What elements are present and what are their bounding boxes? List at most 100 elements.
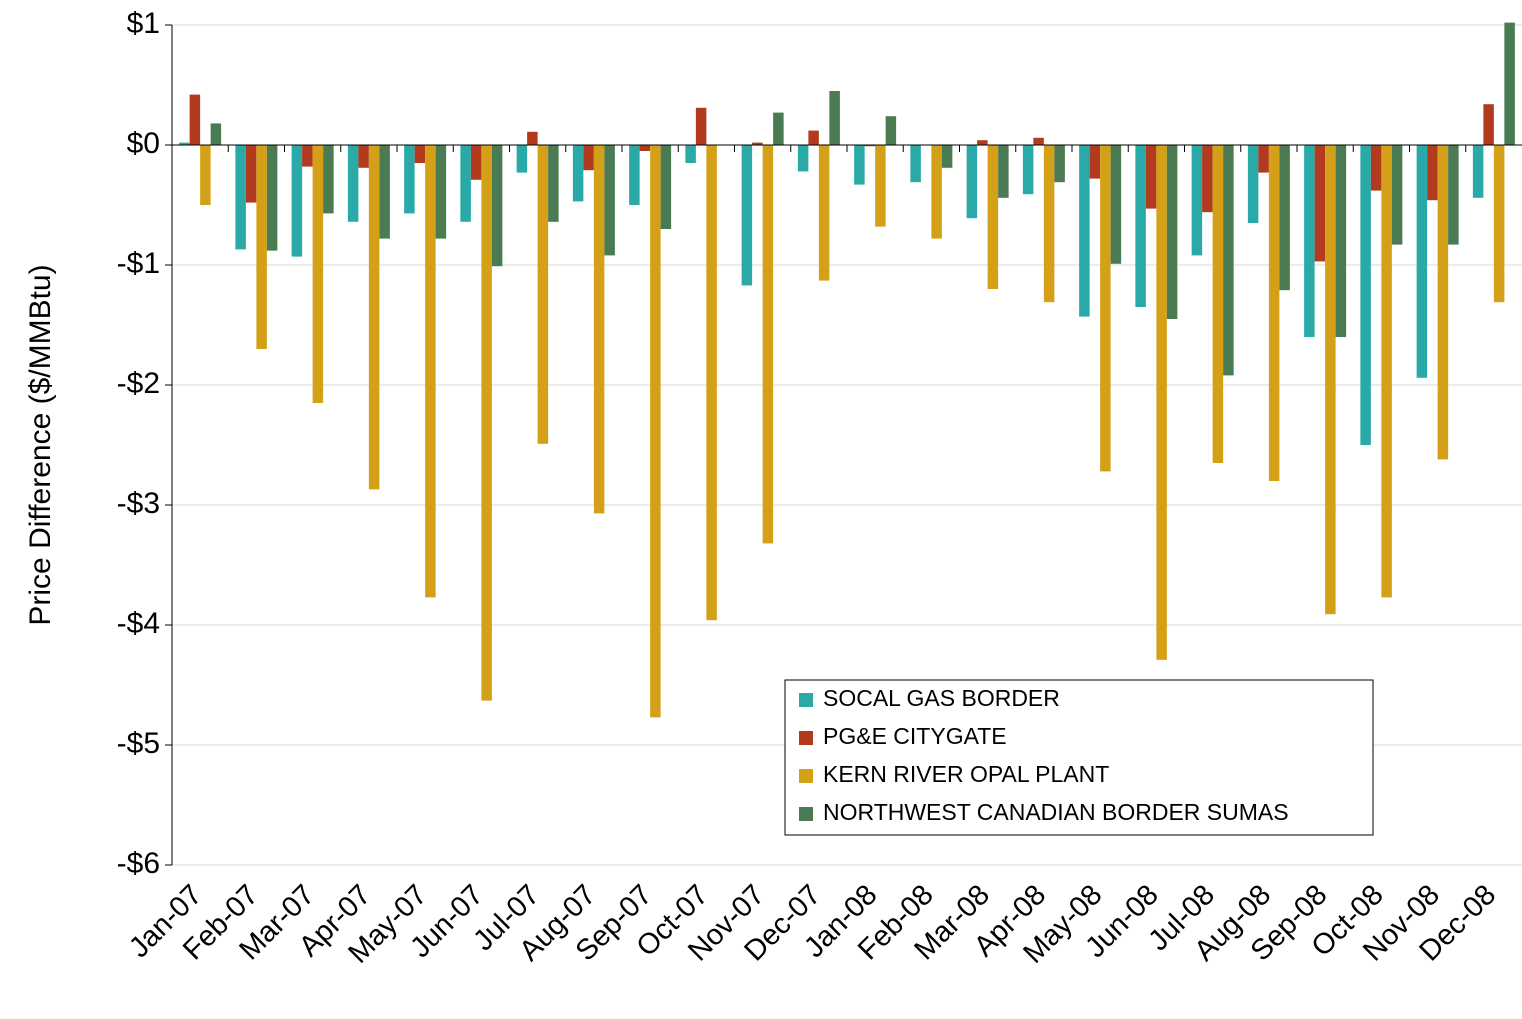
legend-label: NORTHWEST CANADIAN BORDER SUMAS bbox=[823, 799, 1289, 825]
legend-label: SOCAL GAS BORDER bbox=[823, 685, 1060, 711]
bar bbox=[379, 145, 390, 239]
legend-swatch bbox=[799, 769, 813, 783]
bar bbox=[414, 145, 426, 163]
y-tick-label: -$5 bbox=[117, 727, 160, 760]
bar bbox=[1416, 145, 1428, 378]
legend-box bbox=[784, 679, 1374, 836]
bar bbox=[358, 145, 369, 168]
bar bbox=[941, 145, 953, 168]
bar bbox=[537, 145, 549, 444]
bar bbox=[854, 145, 865, 185]
bar bbox=[1391, 145, 1403, 245]
bar bbox=[1043, 145, 1055, 303]
bar bbox=[741, 145, 753, 286]
bar bbox=[200, 145, 211, 205]
y-tick-label: -$3 bbox=[117, 487, 160, 520]
y-tick-label: $1 bbox=[127, 7, 160, 40]
bar bbox=[1437, 145, 1449, 460]
bar bbox=[491, 145, 503, 267]
bar bbox=[1191, 145, 1203, 256]
bar bbox=[266, 145, 278, 251]
bar bbox=[797, 145, 809, 172]
y-tick-label: -$4 bbox=[117, 607, 160, 640]
bar bbox=[1304, 145, 1315, 337]
bar bbox=[1089, 145, 1101, 179]
bar bbox=[752, 142, 763, 145]
bar bbox=[179, 142, 190, 145]
y-tick-label: -$1 bbox=[117, 247, 160, 280]
bar bbox=[1448, 145, 1459, 245]
legend-label: PG&E CITYGATE bbox=[823, 723, 1007, 749]
bar bbox=[987, 145, 999, 289]
bar bbox=[481, 145, 492, 701]
bar bbox=[1381, 145, 1392, 598]
bar bbox=[1268, 145, 1280, 481]
bar bbox=[583, 145, 594, 171]
bar bbox=[1100, 145, 1111, 472]
bar bbox=[189, 94, 201, 145]
bar bbox=[1360, 145, 1371, 445]
bar bbox=[245, 145, 257, 203]
bar bbox=[1472, 145, 1484, 198]
bar bbox=[593, 145, 605, 514]
bar bbox=[773, 112, 784, 145]
bar bbox=[256, 145, 267, 349]
bar bbox=[660, 145, 672, 229]
bar bbox=[527, 131, 538, 145]
legend-swatch bbox=[799, 731, 813, 745]
bar bbox=[1212, 145, 1224, 463]
bar bbox=[706, 145, 717, 621]
bar bbox=[1370, 145, 1382, 191]
bar bbox=[1223, 145, 1234, 376]
bar bbox=[604, 145, 615, 256]
bar bbox=[1483, 104, 1494, 145]
bar bbox=[1145, 145, 1157, 209]
bar bbox=[572, 145, 584, 202]
bar bbox=[966, 145, 978, 219]
bar bbox=[210, 123, 222, 145]
y-tick-label: $0 bbox=[127, 127, 160, 160]
bar bbox=[977, 140, 988, 145]
bar bbox=[1033, 137, 1044, 145]
bar bbox=[818, 145, 830, 281]
bar bbox=[808, 130, 819, 145]
bar bbox=[885, 116, 897, 145]
bar bbox=[998, 145, 1009, 198]
bar bbox=[1202, 145, 1213, 213]
bar bbox=[235, 145, 246, 250]
bar bbox=[368, 145, 380, 490]
bar bbox=[864, 145, 876, 147]
bar bbox=[875, 145, 886, 227]
bar bbox=[302, 145, 313, 167]
bar bbox=[762, 145, 774, 544]
bar bbox=[650, 145, 661, 718]
bar bbox=[1279, 145, 1290, 291]
bar bbox=[1504, 22, 1515, 146]
bar bbox=[829, 91, 840, 145]
bar bbox=[347, 145, 359, 222]
y-axis-label: Price Difference ($/MMBtu) bbox=[24, 264, 57, 625]
bar bbox=[910, 145, 921, 183]
bar bbox=[425, 145, 436, 598]
y-tick-label: -$6 bbox=[117, 847, 160, 880]
bar bbox=[1335, 145, 1347, 337]
bar bbox=[435, 145, 447, 239]
bar bbox=[931, 145, 942, 239]
bar bbox=[1156, 145, 1167, 660]
bar bbox=[1258, 145, 1269, 173]
bar bbox=[323, 145, 334, 214]
bar bbox=[460, 145, 471, 222]
bar bbox=[639, 145, 651, 151]
bar bbox=[1325, 145, 1336, 615]
legend-swatch bbox=[799, 693, 813, 707]
bar bbox=[1427, 145, 1438, 201]
bar bbox=[629, 145, 640, 205]
y-tick-label: -$2 bbox=[117, 367, 160, 400]
bar bbox=[685, 145, 696, 163]
legend-swatch bbox=[799, 807, 813, 821]
bar bbox=[1054, 145, 1065, 183]
bar bbox=[1022, 145, 1034, 195]
legend-label: KERN RIVER OPAL PLANT bbox=[823, 761, 1109, 787]
bar bbox=[516, 145, 528, 173]
